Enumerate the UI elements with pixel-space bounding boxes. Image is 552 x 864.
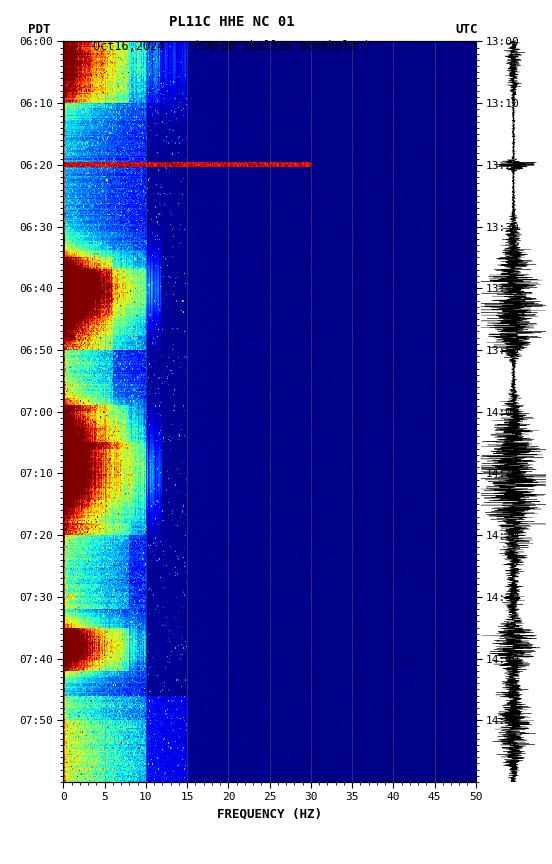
Text: Oct16,2024    (SAFOD Shallow Borehole ): Oct16,2024 (SAFOD Shallow Borehole ) (93, 40, 371, 53)
Text: UTC: UTC (455, 22, 478, 35)
Text: PDT: PDT (29, 22, 51, 35)
X-axis label: FREQUENCY (HZ): FREQUENCY (HZ) (217, 808, 322, 821)
Text: PL11C HHE NC 01: PL11C HHE NC 01 (169, 15, 295, 29)
